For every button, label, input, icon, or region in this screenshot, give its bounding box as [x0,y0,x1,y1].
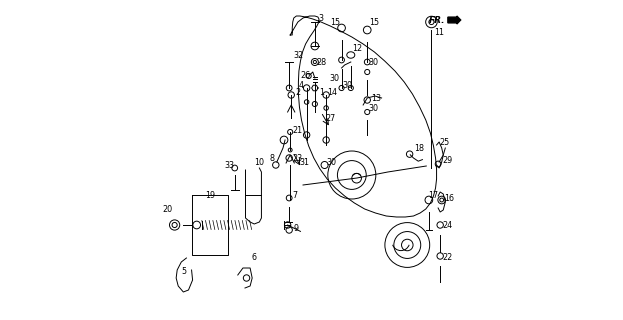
Text: 13: 13 [371,93,381,102]
Text: 30: 30 [342,81,352,90]
Text: 31: 31 [300,157,310,166]
Text: 15: 15 [330,18,340,27]
Text: 30: 30 [330,74,340,83]
Text: 6: 6 [252,253,257,262]
Text: 7: 7 [293,190,298,199]
Text: 30: 30 [369,103,379,113]
Text: 24: 24 [442,220,452,229]
Text: 3: 3 [318,13,323,22]
Text: 32: 32 [293,51,303,60]
Text: 17: 17 [428,190,438,199]
Text: 29: 29 [442,156,452,164]
Text: 27: 27 [325,114,335,123]
Text: 15: 15 [369,18,379,27]
Text: 33: 33 [224,161,235,170]
Text: 22: 22 [442,253,452,262]
Text: 4: 4 [299,81,304,90]
Text: 23: 23 [292,154,302,163]
Text: 5: 5 [182,268,187,276]
Text: 19: 19 [206,190,216,199]
Text: 2: 2 [296,87,301,97]
Text: 20: 20 [163,205,173,214]
Text: 25: 25 [439,138,449,147]
Text: 18: 18 [415,143,425,153]
Text: 9: 9 [294,223,299,233]
Text: 10: 10 [254,157,264,166]
Text: 30: 30 [369,58,379,67]
Text: 8: 8 [269,154,274,163]
Text: 1: 1 [320,87,325,97]
Text: 16: 16 [444,194,454,203]
Text: 21: 21 [292,125,302,134]
Text: 12: 12 [352,44,362,52]
FancyArrow shape [448,16,460,24]
Text: 11: 11 [434,28,444,36]
Text: FR.: FR. [429,15,445,25]
Text: 30: 30 [327,157,337,166]
Text: 26: 26 [300,70,311,79]
Text: 28: 28 [316,58,326,67]
Text: 14: 14 [327,87,337,97]
